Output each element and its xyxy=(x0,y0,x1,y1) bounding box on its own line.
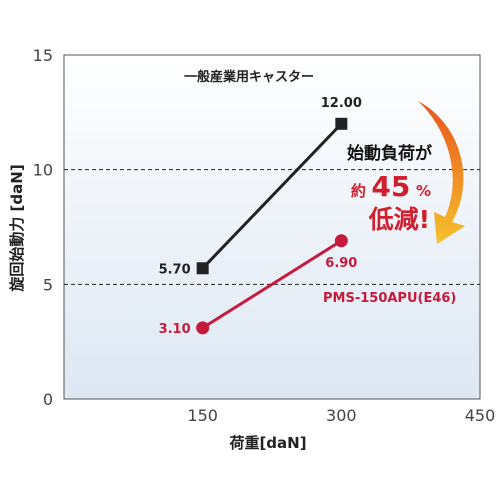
series-layer: 5.70 12.00 3.10 6.90 xyxy=(159,96,362,337)
annotation-line-1: 始動負荷が xyxy=(347,143,432,164)
annotation-line-2: 約 45 % xyxy=(351,170,431,203)
data-label: 5.70 xyxy=(159,262,191,277)
y-tick-label: 5 xyxy=(43,275,53,294)
annotation-prefix: 約 xyxy=(351,182,366,200)
series-name-general-caster: 一般産業用キャスター xyxy=(184,69,314,85)
x-tick-label: 450 xyxy=(465,406,496,425)
annotation-percent-value: 45 xyxy=(371,170,410,203)
data-point-marker xyxy=(335,117,348,130)
grid xyxy=(64,169,480,285)
y-tick-label: 0 xyxy=(43,390,53,409)
y-axis-label: 旋回始動力 [daN] xyxy=(8,164,26,292)
series-line-0 xyxy=(201,122,343,270)
y-tick-label: 15 xyxy=(33,46,53,65)
series-name-pms: PMS-150APU(E46) xyxy=(323,291,456,306)
data-label: 12.00 xyxy=(321,96,362,111)
annotation-line-3: 低減! xyxy=(368,205,430,234)
x-axis-label: 荷重[daN] xyxy=(229,434,306,452)
data-point-marker xyxy=(196,321,210,335)
x-ticks: 150 300 450 xyxy=(187,406,495,425)
plot-area xyxy=(63,54,481,400)
series-line-1 xyxy=(201,239,343,330)
annotation-percent-unit: % xyxy=(416,182,431,200)
x-tick-label: 150 xyxy=(187,406,218,425)
data-label: 3.10 xyxy=(159,322,191,337)
data-label: 6.90 xyxy=(325,256,357,271)
x-tick-label: 300 xyxy=(326,406,357,425)
y-ticks: 0 5 10 15 xyxy=(33,46,53,409)
data-point-marker xyxy=(196,262,209,275)
y-tick-label: 10 xyxy=(33,161,53,180)
data-point-marker xyxy=(334,234,348,248)
reduction-arrow-icon xyxy=(418,101,465,244)
